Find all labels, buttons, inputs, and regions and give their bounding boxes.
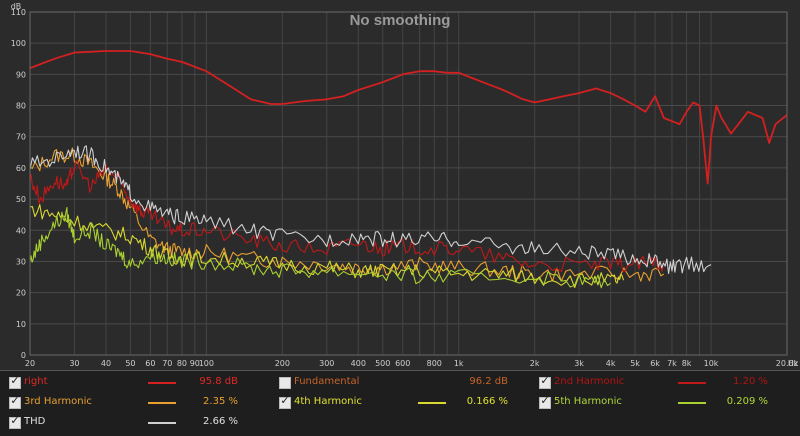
legend-value: 0.166 % [466, 396, 508, 407]
y-tick-label: 90 [16, 70, 26, 79]
x-tick-label: 70 [162, 359, 172, 368]
legend-checkbox[interactable]: ✓ [9, 414, 21, 429]
y-tick-label: 60 [16, 164, 26, 173]
y-tick-label: 10 [16, 320, 26, 329]
x-tick-label: 600 [395, 359, 410, 368]
plot-area [30, 12, 787, 355]
y-tick-label: 70 [16, 133, 26, 142]
x-tick-label: 50 [125, 359, 135, 368]
legend-checkbox[interactable]: ✓ [9, 394, 21, 409]
legend-item-5th-harmonic[interactable]: ✓ 5th Harmonic 0.209 % [530, 395, 795, 411]
legend-value: 96.2 dB [469, 376, 508, 387]
y-tick-label: 100 [11, 39, 26, 48]
legend-line-swatch [148, 422, 176, 424]
legend-line-swatch [678, 382, 706, 384]
x-tick-label: 5k [630, 359, 640, 368]
legend-label: 5th Harmonic [554, 396, 622, 407]
series-line-right [29, 50, 788, 185]
x-tick-label: 4k [606, 359, 616, 368]
series-line-thd [29, 145, 712, 275]
legend-label: THD [24, 416, 46, 427]
series-line-5th-harmonic [29, 207, 611, 289]
legend-line-swatch [678, 402, 706, 404]
legend-item-right[interactable]: ✓ right 95.8 dB [0, 375, 265, 391]
series-line-2nd-harmonic [29, 160, 665, 273]
x-tick-label: 7k [667, 359, 677, 368]
x-tick-label: 60 [145, 359, 155, 368]
x-tick-label: 20.0k [776, 359, 799, 368]
x-tick-label: 3k [574, 359, 584, 368]
legend-label: 4th Harmonic [294, 396, 362, 407]
y-tick-label: 80 [16, 102, 26, 111]
x-tick-label: 80 [177, 359, 187, 368]
legend-line-swatch [148, 402, 176, 404]
x-tick-label: 400 [351, 359, 366, 368]
x-tick-label: 100 [199, 359, 214, 368]
x-tick-label: 6k [650, 359, 660, 368]
legend-value: 2.35 % [203, 396, 238, 407]
legend-value: 2.66 % [203, 416, 238, 427]
y-axis-unit-label: dB [11, 2, 22, 11]
grid [29, 11, 788, 356]
plot-border [29, 11, 788, 356]
series-layer [29, 50, 788, 289]
legend-panel: ✓ right 95.8 dB Fundamental 96.2 dB ✓ 2nd Harm… [0, 370, 800, 436]
legend-checkbox[interactable]: ✓ [279, 394, 291, 409]
x-tick-label: 8k [682, 359, 692, 368]
x-tick-label: 300 [319, 359, 334, 368]
y-tick-label: 30 [16, 257, 26, 266]
legend-value: 1.20 % [733, 376, 768, 387]
x-tick-label: 40 [101, 359, 111, 368]
y-tick-label: 110 [11, 8, 26, 17]
legend-checkbox[interactable]: ✓ [539, 394, 551, 409]
legend-label: 3rd Harmonic [24, 396, 92, 407]
chart-title: No smoothing [350, 12, 451, 29]
check-icon: ✓ [280, 394, 290, 407]
legend-label: Fundamental [294, 376, 360, 387]
x-tick-label: 200 [275, 359, 290, 368]
legend-value: 95.8 dB [199, 376, 238, 387]
legend-item-4th-harmonic[interactable]: ✓ 4th Harmonic 0.166 % [270, 395, 535, 411]
legend-checkbox[interactable]: ✓ [539, 374, 551, 389]
check-icon: ✓ [540, 374, 550, 387]
check-icon: ✓ [10, 394, 20, 407]
legend-item-thd[interactable]: ✓ THD 2.66 % [0, 415, 265, 431]
series-line-4th-harmonic [29, 204, 625, 289]
x-tick-label: 30 [69, 359, 79, 368]
x-tick-label: 2k [530, 359, 540, 368]
x-axis-unit-label: Hz [788, 359, 798, 368]
x-tick-label: 10k [704, 359, 719, 368]
legend-line-swatch [418, 402, 446, 404]
y-tick-label: 0 [21, 351, 26, 360]
x-tick-label: 1k [454, 359, 464, 368]
legend-item-fundamental[interactable]: Fundamental 96.2 dB [270, 375, 535, 391]
legend-item-2nd-harmonic[interactable]: ✓ 2nd Harmonic 1.20 % [530, 375, 795, 391]
y-tick-label: 40 [16, 226, 26, 235]
x-tick-label: 20 [25, 359, 35, 368]
check-icon: ✓ [540, 394, 550, 407]
legend-item-3rd-harmonic[interactable]: ✓ 3rd Harmonic 2.35 % [0, 395, 265, 411]
legend-value: 0.209 % [726, 396, 768, 407]
y-tick-label: 20 [16, 289, 26, 298]
x-tick-label: 800 [427, 359, 442, 368]
x-tick-label: 500 [375, 359, 390, 368]
series-line-3rd-harmonic [29, 147, 665, 282]
check-icon: ✓ [10, 374, 20, 387]
legend-label: 2nd Harmonic [554, 376, 625, 387]
legend-checkbox[interactable] [279, 377, 291, 389]
legend-label: right [24, 376, 48, 387]
y-tick-label: 50 [16, 195, 26, 204]
legend-line-swatch [148, 382, 176, 384]
legend-checkbox[interactable]: ✓ [9, 374, 21, 389]
x-tick-label: 90 [190, 359, 200, 368]
check-icon: ✓ [10, 414, 20, 427]
